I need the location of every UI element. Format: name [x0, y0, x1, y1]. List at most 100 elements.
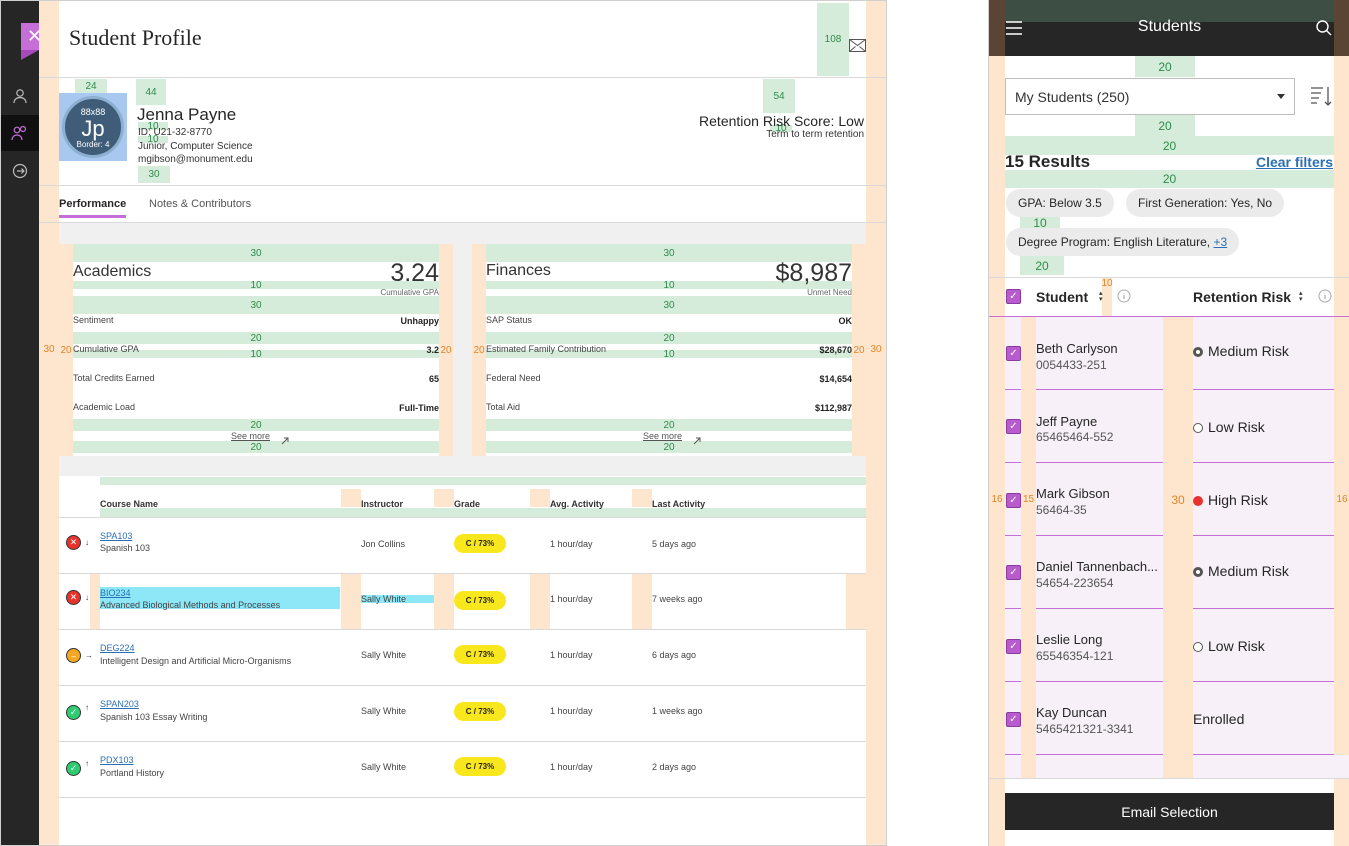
- student-name[interactable]: Kay Duncan: [1036, 705, 1107, 720]
- info-icon[interactable]: [1117, 289, 1131, 308]
- cumulative-gpa-value: 3.24: [390, 259, 439, 287]
- retention-risk: High Risk: [1208, 492, 1268, 508]
- spacing-guide: [1163, 682, 1193, 755]
- card-title: Academics: [73, 263, 152, 280]
- student-name[interactable]: Jeff Payne: [1036, 414, 1098, 429]
- spacing-guide: [989, 536, 1005, 609]
- student-email[interactable]: mgibson@monument.edu: [138, 154, 253, 165]
- select-all-checkbox[interactable]: ✓: [1006, 289, 1021, 304]
- student-name: Jenna Payne: [137, 105, 237, 124]
- filter-chip-degree-program[interactable]: Degree Program: English Literature, +3: [1006, 228, 1240, 256]
- list-item[interactable]: ✓ Kay Duncan 5465421321-3341 Enrolled: [989, 682, 1349, 755]
- tab-notes-contributors[interactable]: Notes & Contributors: [149, 198, 252, 210]
- instructor: Sally White: [361, 706, 407, 716]
- status-strip: [989, 0, 1349, 22]
- list-item[interactable]: ✓ Daniel Tannenbach... 54654-223654 Medi…: [989, 536, 1349, 609]
- student-id: 5465421321-3341: [1036, 722, 1134, 736]
- row-label: Federal Need: [486, 373, 541, 383]
- avg-activity: 1 hour/day: [550, 706, 593, 716]
- student-filter-select[interactable]: My Students (250): [1005, 78, 1295, 115]
- column-header-avg-activity[interactable]: Avg. Activity: [550, 499, 604, 509]
- student-name[interactable]: Daniel Tannenbach...: [1036, 559, 1158, 574]
- warning-status-icon: –: [66, 648, 81, 663]
- row-value: 65: [428, 374, 439, 384]
- info-icon[interactable]: [1318, 289, 1332, 308]
- spacing-guide: 20: [1135, 115, 1195, 136]
- list-item[interactable]: 16 15 30 16 ✓ Mark Gibson 56464-35 High …: [989, 463, 1349, 536]
- column-header-course[interactable]: Course Name: [100, 499, 159, 509]
- user-icon[interactable]: [9, 85, 31, 107]
- search-icon[interactable]: [1316, 20, 1332, 41]
- table-row[interactable]: ✕ ↓ SPA103 Spanish 103 Jon Collins C / 7…: [59, 518, 866, 574]
- retention-risk: Low Risk: [1208, 419, 1265, 435]
- divider: [39, 77, 886, 78]
- filter-chip-first-generation[interactable]: First Generation: Yes, No: [1126, 189, 1285, 217]
- spacing-guide: 20: [1020, 256, 1064, 275]
- course-code-link[interactable]: BIO234: [100, 588, 131, 598]
- row-checkbox[interactable]: ✓: [1006, 565, 1021, 580]
- spacing-guide: 10: [1101, 278, 1113, 316]
- list-item[interactable]: ✓ Jeff Payne 65465464-552 Low Risk: [989, 390, 1349, 463]
- avg-activity: 1 hour/day: [550, 650, 593, 660]
- column-header-student[interactable]: Student: [1036, 289, 1089, 305]
- table-row[interactable]: ✓ ↑ SPAN203 Spanish 103 Essay Writing Sa…: [59, 686, 866, 742]
- spacing-guide: 10: [73, 280, 439, 291]
- row-checkbox[interactable]: ✓: [1006, 493, 1021, 508]
- list-item[interactable]: ✓ Leslie Long 65546354-121 Low Risk: [989, 609, 1349, 682]
- clear-filters-link[interactable]: Clear filters: [1255, 154, 1333, 170]
- chip-more-link[interactable]: +3: [1213, 235, 1228, 249]
- row-checkbox[interactable]: ✓: [1006, 346, 1021, 361]
- sort-icon[interactable]: [1310, 85, 1332, 112]
- close-icon: ✕: [26, 26, 43, 46]
- spacing-guide: [989, 317, 1005, 390]
- tab-performance[interactable]: Performance: [59, 198, 127, 218]
- sort-toggle-icon[interactable]: ▴ ▾: [1299, 290, 1303, 303]
- column-header-retention-risk[interactable]: Retention Risk: [1193, 289, 1292, 305]
- retention-risk: Medium Risk: [1208, 343, 1289, 359]
- error-status-icon: ✕: [66, 535, 81, 550]
- sort-toggle-icon[interactable]: ▴ ▾: [1099, 290, 1103, 303]
- spacing-guide: 20: [486, 441, 852, 453]
- row-checkbox[interactable]: ✓: [1006, 639, 1021, 654]
- table-row[interactable]: ✕ ↓ BIO234 Advanced Biological Methods a…: [59, 574, 866, 630]
- spacing-guide: 10: [138, 121, 168, 132]
- table-row[interactable]: – → DEG224 Intelligent Design and Artifi…: [59, 630, 866, 686]
- filter-chip-gpa[interactable]: GPA: Below 3.5: [1006, 189, 1114, 217]
- card-title: Finances: [486, 262, 551, 279]
- spacing-guide: [100, 477, 866, 485]
- retention-risk: Medium Risk: [1208, 563, 1289, 579]
- course-code-link[interactable]: PDX103: [100, 755, 134, 765]
- student-name[interactable]: Mark Gibson: [1036, 486, 1110, 501]
- student-name[interactable]: Beth Carlyson: [1036, 341, 1118, 356]
- course-code-link[interactable]: SPA103: [100, 531, 133, 541]
- hamburger-icon[interactable]: [1006, 21, 1022, 40]
- student-id: 54654-223654: [1036, 576, 1114, 590]
- spacing-guide: 20: [486, 419, 852, 431]
- see-more-link[interactable]: See more: [231, 431, 271, 441]
- student-name[interactable]: Leslie Long: [1036, 632, 1103, 647]
- row-checkbox[interactable]: ✓: [1006, 712, 1021, 727]
- list-item[interactable]: ✓ Beth Carlyson 0054433-251 Medium Risk: [989, 317, 1349, 390]
- email-selection-button[interactable]: Email Selection: [1005, 793, 1334, 830]
- nav-rail-active-indicator: [1, 115, 39, 151]
- see-more-link[interactable]: See more: [643, 431, 683, 441]
- grade-badge: C / 73%: [454, 534, 506, 553]
- mail-icon[interactable]: [849, 39, 866, 57]
- course-code-link[interactable]: DEG224: [100, 643, 135, 653]
- spacing-guide: [989, 755, 1005, 779]
- spacing-guide: [341, 574, 361, 629]
- column-header-grade[interactable]: Grade: [454, 499, 481, 509]
- last-activity: 7 weeks ago: [652, 594, 703, 604]
- spacing-guide: 10: [138, 134, 168, 145]
- spacing-guide: 10: [770, 123, 792, 134]
- row-checkbox[interactable]: ✓: [1006, 419, 1021, 434]
- column-header-instructor[interactable]: Instructor: [361, 499, 404, 509]
- group-icon[interactable]: [9, 122, 31, 144]
- spacing-guide: [434, 489, 454, 507]
- spacing-guide: 20: [73, 441, 439, 453]
- table-row[interactable]: ✓ ↑ PDX103 Portland History Sally White …: [59, 742, 866, 798]
- sign-out-icon[interactable]: [9, 160, 31, 182]
- course-code-link[interactable]: SPAN203: [100, 699, 139, 709]
- column-header-last-activity[interactable]: Last Activity: [652, 499, 706, 509]
- high-risk-icon: [1193, 496, 1203, 506]
